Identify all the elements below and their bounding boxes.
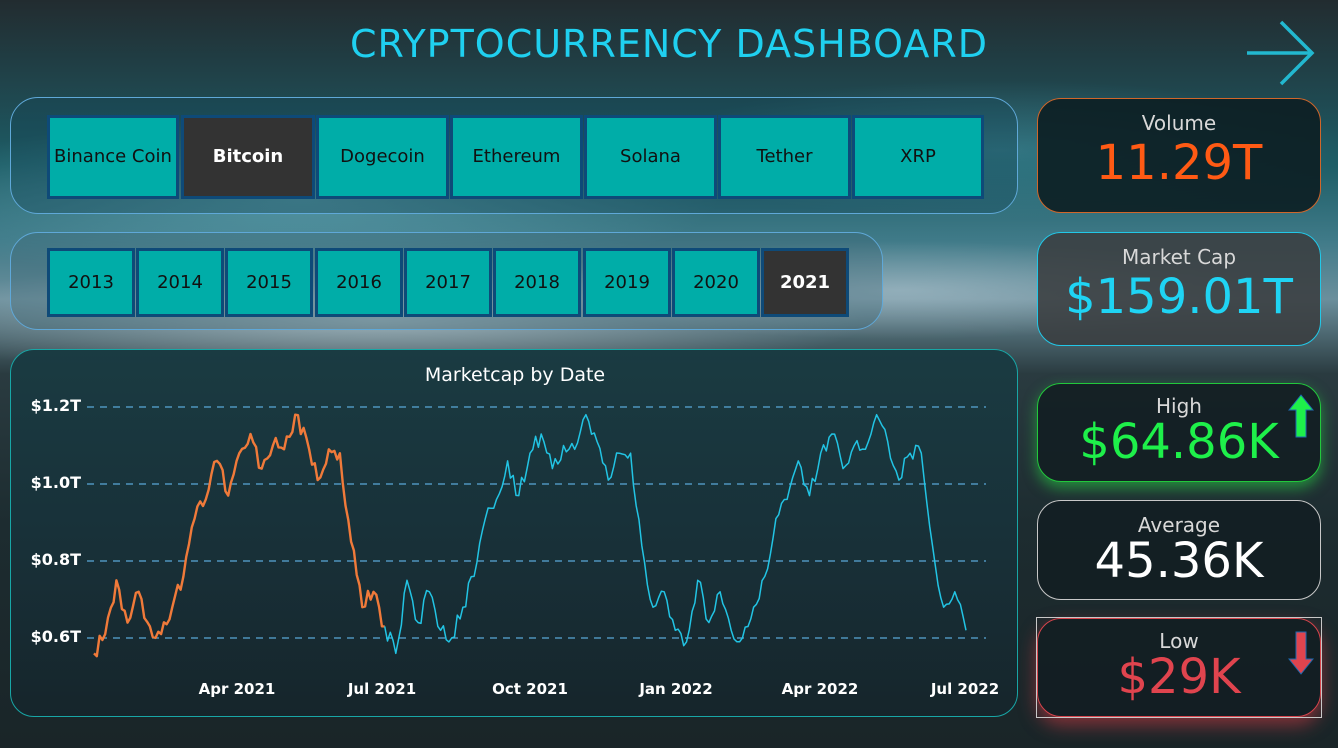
gridlines bbox=[87, 406, 986, 639]
year-button-2015[interactable]: 2015 bbox=[225, 248, 313, 317]
year-button-2017[interactable]: 2017 bbox=[404, 248, 492, 317]
coin-button-solana[interactable]: Solana bbox=[584, 115, 717, 199]
year-button-2013[interactable]: 2013 bbox=[47, 248, 135, 317]
year-button-2020[interactable]: 2020 bbox=[672, 248, 760, 317]
x-tick-label: Jan 2022 bbox=[639, 680, 713, 698]
kpi-card-market-cap: Market Cap $159.01T bbox=[1037, 232, 1321, 346]
chart-title: Marketcap by Date bbox=[424, 364, 606, 386]
y-tick-label: $1.2T bbox=[30, 396, 81, 415]
year-slicer: 2013 2014 2015 2016 2017 2018 2019 2020 … bbox=[10, 232, 883, 330]
coin-slicer: Binance Coin Bitcoin Dogecoin Ethereum S… bbox=[10, 97, 1018, 214]
kpi-card-low: Low $29K bbox=[1037, 618, 1321, 717]
coin-button-dogecoin[interactable]: Dogecoin bbox=[316, 115, 449, 199]
kpi-label: Low bbox=[1159, 629, 1199, 653]
y-tick-label: $1.0T bbox=[30, 473, 81, 492]
kpi-label: Market Cap bbox=[1121, 245, 1237, 269]
kpi-card-high: High $64.86K bbox=[1037, 383, 1321, 482]
x-tick-label: Apr 2022 bbox=[781, 680, 859, 698]
year-button-2018[interactable]: 2018 bbox=[493, 248, 581, 317]
year-button-2014[interactable]: 2014 bbox=[136, 248, 224, 317]
series-forecast-line bbox=[383, 413, 967, 655]
coin-button-xrp[interactable]: XRP bbox=[852, 115, 984, 199]
x-tick-label: Jul 2021 bbox=[347, 680, 417, 698]
coin-button-binance-coin[interactable]: Binance Coin bbox=[47, 115, 179, 199]
x-tick-label: Jul 2022 bbox=[930, 680, 1000, 698]
year-button-2021[interactable]: 2021 bbox=[761, 248, 849, 317]
kpi-label: Average bbox=[1137, 513, 1221, 537]
year-button-2016[interactable]: 2016 bbox=[315, 248, 403, 317]
marketcap-chart-panel: Marketcap by Date $1.2T $1.0T $0.8T $0.6… bbox=[10, 349, 1018, 717]
dashboard-title: CRYPTOCURRENCY DASHBOARD bbox=[349, 22, 989, 66]
arrow-right-icon[interactable] bbox=[1244, 18, 1318, 88]
y-tick-label: $0.6T bbox=[30, 627, 81, 646]
kpi-card-average: Average 45.36K bbox=[1037, 500, 1321, 600]
y-tick-label: $0.8T bbox=[30, 550, 81, 569]
x-tick-label: Apr 2021 bbox=[198, 680, 276, 698]
x-tick-label: Oct 2021 bbox=[492, 680, 568, 698]
line-chart-plot bbox=[87, 406, 986, 658]
coin-button-tether[interactable]: Tether bbox=[718, 115, 851, 199]
kpi-value: 11.29T bbox=[1095, 135, 1263, 191]
coin-button-ethereum[interactable]: Ethereum bbox=[450, 115, 583, 199]
kpi-value: $64.86K bbox=[1079, 414, 1279, 470]
kpi-card-volume: Volume 11.29T bbox=[1037, 98, 1321, 213]
kpi-value: $159.01T bbox=[1065, 269, 1293, 325]
kpi-value: $29K bbox=[1117, 649, 1241, 705]
kpi-value: 45.36K bbox=[1094, 533, 1264, 589]
arrow-up-icon bbox=[1288, 394, 1314, 438]
kpi-label: Volume bbox=[1141, 111, 1217, 135]
coin-button-bitcoin[interactable]: Bitcoin bbox=[181, 115, 315, 199]
arrow-down-icon bbox=[1288, 631, 1314, 675]
year-button-2019[interactable]: 2019 bbox=[583, 248, 671, 317]
series-actual-line bbox=[93, 413, 385, 658]
kpi-label: High bbox=[1156, 394, 1202, 418]
